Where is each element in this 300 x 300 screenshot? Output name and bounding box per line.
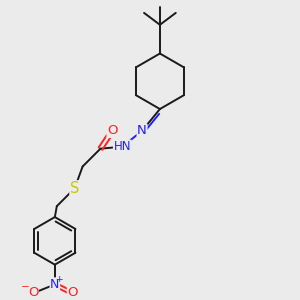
Text: HN: HN — [113, 140, 131, 153]
Text: O: O — [68, 286, 78, 299]
Text: N: N — [137, 124, 147, 137]
Text: N: N — [50, 278, 59, 291]
Text: S: S — [70, 181, 80, 196]
Text: −: − — [21, 282, 29, 292]
Text: +: + — [55, 275, 63, 284]
Text: O: O — [28, 286, 38, 299]
Text: O: O — [107, 124, 118, 137]
